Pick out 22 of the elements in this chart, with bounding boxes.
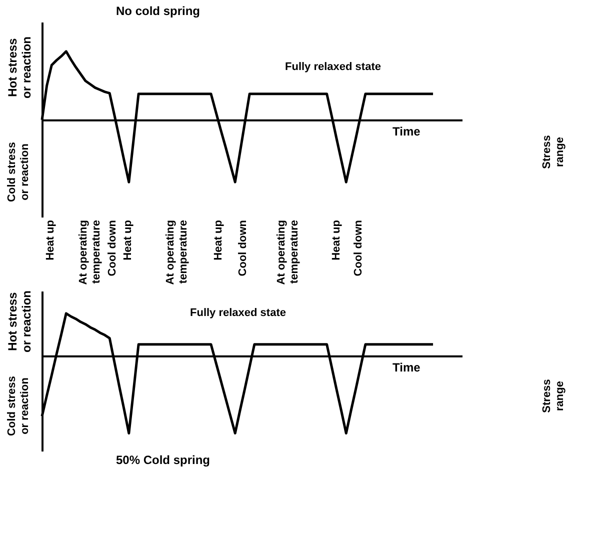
y-axis-title: Hot stress or reaction bbox=[6, 290, 34, 353]
chart-title: No cold spring bbox=[116, 4, 200, 18]
text: 50% Cold spring bbox=[116, 453, 210, 467]
text: At operating temperature bbox=[275, 220, 300, 285]
text: Cool down bbox=[236, 220, 249, 276]
text: Stress range bbox=[541, 379, 566, 413]
x-axis-title: Time bbox=[392, 124, 421, 138]
text: At operating temperature bbox=[78, 220, 103, 285]
text: Stress range bbox=[541, 135, 566, 169]
text: Cold stress or reaction bbox=[6, 142, 31, 202]
text: At operating temperature bbox=[164, 220, 190, 285]
text: Cool down bbox=[352, 220, 365, 276]
y-axis-title: Hot stress or reaction bbox=[6, 36, 34, 99]
x-axis-title: Time bbox=[392, 360, 421, 374]
annotation: Fully relaxed state bbox=[285, 61, 381, 73]
annotation: Fully relaxed state bbox=[190, 307, 286, 319]
text: Heat up bbox=[330, 220, 342, 260]
text: Cool down bbox=[106, 220, 118, 276]
text: Heat up bbox=[44, 220, 57, 260]
text: Cold stress or reaction bbox=[6, 376, 31, 436]
text: Heat up bbox=[212, 220, 225, 260]
text: Heat up bbox=[122, 220, 134, 260]
